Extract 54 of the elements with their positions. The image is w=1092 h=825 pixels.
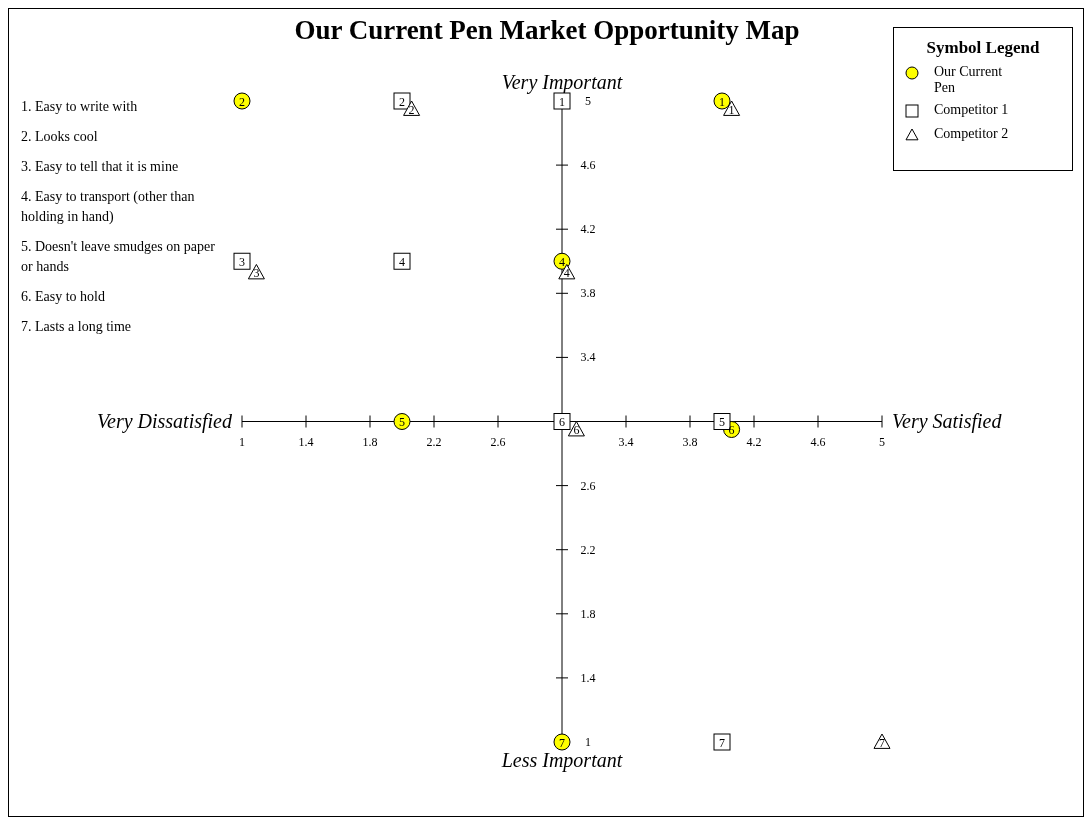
annotation: 7	[559, 735, 565, 750]
x-tick-label: 1.4	[298, 434, 314, 449]
annotation: 2	[239, 94, 245, 109]
x-tick-label: 4.2	[746, 434, 762, 449]
y-tick-label: 5	[585, 94, 591, 108]
y-tick-label: 2.2	[580, 542, 596, 557]
legend-label: Competitor 1	[934, 102, 1010, 118]
annotation: 6	[573, 423, 580, 438]
annotation: 2	[399, 94, 405, 109]
text: 6. Easy to hold	[21, 288, 106, 306]
annotation: 4	[399, 254, 405, 269]
annotation: 2	[408, 102, 415, 117]
chart-title: Our Current Pen Market Opportunity Map	[294, 15, 800, 45]
x-tick-label: 1	[239, 434, 245, 449]
annotation: 7	[719, 735, 725, 750]
annotation: 3	[239, 254, 245, 269]
y-tick-label: 3.4	[580, 350, 596, 365]
legend-label: Our Current Pen	[934, 64, 1004, 96]
annotation: 1	[559, 94, 565, 109]
x-tick-label: 4.6	[810, 434, 826, 449]
annotation: 4	[559, 254, 565, 269]
y-tick-label: 4.6	[580, 158, 596, 173]
annotation: 4	[563, 265, 570, 280]
annotation: 3	[253, 265, 260, 280]
y-tick-label: 1.8	[580, 606, 596, 621]
x-tick-label: 2.6	[490, 434, 506, 449]
text: Less Important	[500, 749, 623, 772]
x-tick-label: 2.2	[426, 434, 442, 449]
y-tick-label: 1.4	[580, 670, 596, 685]
annotation: 1	[728, 102, 735, 117]
text: 4. Easy to transport (other than holding in hand)	[21, 188, 196, 226]
legend-title: Symbol Legend	[925, 38, 1041, 58]
y-tick-label: 1	[585, 735, 591, 749]
text: 5. Doesn't leave smudges on paper or hands	[21, 238, 216, 276]
annotation: 5	[399, 415, 405, 429]
y-tick-label: 2.6	[580, 478, 596, 493]
annotation: 1	[719, 94, 725, 109]
y-tick-label: 4.2	[580, 222, 596, 237]
legend-label: Competitor 2	[934, 126, 1010, 142]
x-tick-label: 5	[879, 434, 885, 449]
text: Very Important	[501, 71, 623, 94]
text: Very Dissatisfied	[97, 409, 233, 433]
text: 1. Easy to write with	[21, 98, 139, 116]
text: Very Satisfied	[892, 409, 1003, 433]
y-tick-label: 3.8	[580, 286, 596, 301]
x-tick-label: 3.8	[682, 434, 698, 449]
text: 7. Lasts a long time	[21, 318, 133, 336]
annotation: 5	[719, 415, 725, 429]
annotation: 7	[879, 735, 885, 750]
x-tick-label: 1.8	[362, 434, 378, 449]
x-tick-label: 3.4	[618, 434, 634, 449]
annotation: 6	[559, 415, 565, 429]
text: 3. Easy to tell that it is mine	[21, 158, 180, 176]
text: 2. Looks cool	[21, 128, 99, 146]
